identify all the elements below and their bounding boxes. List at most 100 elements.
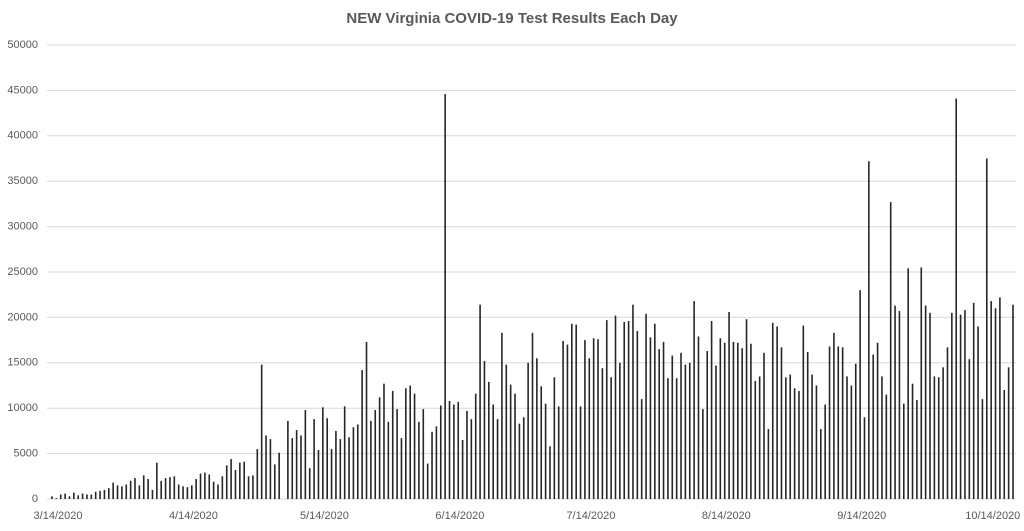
- bar: [142, 475, 145, 499]
- bar: [107, 488, 110, 499]
- bar: [59, 494, 62, 499]
- bar: [951, 312, 953, 499]
- bar: [365, 341, 368, 499]
- bar: [850, 385, 853, 499]
- bar: [396, 409, 398, 499]
- bar: [833, 332, 835, 499]
- bar: [466, 410, 468, 499]
- bar: [527, 362, 529, 499]
- bar: [483, 360, 486, 499]
- bar: [234, 469, 237, 499]
- bar: [942, 367, 944, 499]
- bar: [94, 491, 97, 499]
- bar: [549, 446, 551, 499]
- bar: [1012, 304, 1014, 499]
- bar: [776, 326, 778, 499]
- x-tick-label: 8/14/2020: [702, 510, 751, 522]
- bar: [728, 311, 730, 499]
- bar: [134, 478, 136, 499]
- bar: [964, 310, 966, 499]
- bar: [741, 348, 743, 499]
- bar: [335, 430, 337, 499]
- bar: [929, 312, 931, 499]
- bar: [73, 492, 75, 499]
- bar: [745, 319, 748, 499]
- bar: [645, 313, 647, 499]
- bar: [802, 325, 805, 499]
- chart-title: NEW Virginia COVID-19 Test Results Each …: [346, 10, 678, 27]
- bar: [86, 494, 88, 499]
- bar: [920, 267, 923, 499]
- bar: [579, 406, 582, 499]
- bar: [173, 476, 176, 499]
- bar: [204, 472, 206, 499]
- bar: [868, 161, 870, 499]
- bar: [619, 362, 621, 499]
- bar: [195, 479, 197, 499]
- bar: [265, 435, 267, 499]
- bar: [138, 485, 141, 499]
- y-tick-label: 15000: [7, 357, 38, 369]
- bar: [693, 301, 695, 499]
- bar: [55, 498, 58, 499]
- bar: [985, 158, 988, 499]
- bar: [902, 403, 905, 499]
- bar: [426, 463, 429, 499]
- bar: [418, 421, 420, 499]
- bar: [750, 343, 752, 499]
- bar: [361, 370, 363, 499]
- bar: [968, 359, 971, 499]
- bar: [300, 435, 302, 499]
- bar: [474, 393, 477, 499]
- bar: [383, 383, 385, 499]
- y-tick-label: 45000: [7, 84, 38, 96]
- bar: [435, 426, 438, 499]
- bar: [907, 268, 909, 499]
- bar: [400, 438, 403, 499]
- bar: [723, 342, 726, 499]
- bar: [230, 459, 232, 499]
- bar: [129, 480, 132, 499]
- bar: [479, 304, 481, 499]
- bar: [798, 390, 800, 499]
- bar: [1007, 367, 1010, 499]
- bar: [876, 342, 879, 499]
- x-tick-label: 10/14/2020: [965, 510, 1020, 522]
- bar: [562, 341, 564, 499]
- bar: [409, 385, 411, 499]
- bar: [1003, 390, 1006, 499]
- bar: [667, 378, 669, 499]
- bar: [824, 404, 826, 499]
- bar: [863, 417, 866, 499]
- bar: [339, 439, 342, 499]
- bar: [610, 377, 612, 499]
- bar: [999, 297, 1001, 499]
- bar: [536, 358, 538, 499]
- bar: [99, 490, 101, 499]
- bar: [990, 301, 992, 499]
- bar: [343, 406, 346, 499]
- bar: [217, 484, 219, 499]
- bar: [116, 485, 119, 499]
- bar: [937, 377, 940, 499]
- bar: [859, 290, 861, 499]
- bar: [348, 437, 350, 499]
- bar: [448, 400, 451, 499]
- bar: [208, 474, 211, 499]
- bar: [889, 202, 892, 500]
- x-tick-label: 9/14/2020: [837, 510, 886, 522]
- bar: [169, 477, 171, 499]
- bar: [706, 350, 709, 499]
- bar: [654, 323, 656, 499]
- bar: [754, 380, 757, 499]
- bar: [846, 376, 848, 499]
- bar: [566, 344, 569, 499]
- bar: [898, 311, 901, 499]
- bar: [518, 423, 521, 499]
- bar: [649, 337, 652, 499]
- bar: [780, 347, 783, 499]
- bar: [601, 368, 604, 499]
- x-tick-label: 4/14/2020: [169, 510, 218, 522]
- bar: [793, 388, 796, 499]
- bar: [125, 484, 128, 499]
